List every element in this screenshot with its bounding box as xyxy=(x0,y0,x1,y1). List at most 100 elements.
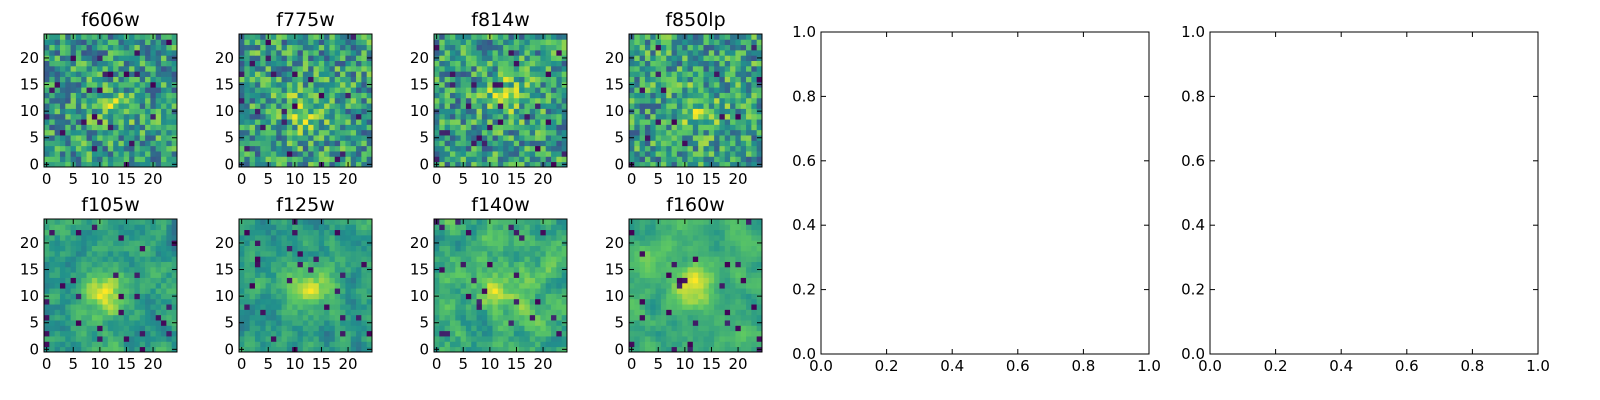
heatmap-cell xyxy=(503,44,509,51)
heatmap-cell xyxy=(329,277,336,284)
heatmap-cell xyxy=(545,71,552,77)
heatmap-cell xyxy=(107,135,114,141)
heatmap-cell xyxy=(444,277,451,284)
heatmap-cell xyxy=(551,81,557,88)
heatmap-cell xyxy=(44,256,50,262)
heatmap-cell xyxy=(671,34,678,40)
heatmap-cell xyxy=(361,320,368,326)
heatmap-cell xyxy=(254,298,261,305)
heatmap-cell xyxy=(145,119,151,125)
heatmap-cell xyxy=(366,60,373,67)
heatmap-cell xyxy=(487,151,493,157)
heatmap-cell xyxy=(519,81,525,88)
heatmap-cell xyxy=(286,108,293,115)
heatmap-cell xyxy=(671,161,678,168)
heatmap-cell xyxy=(313,330,320,337)
heatmap-cell xyxy=(313,288,320,294)
heatmap-cell xyxy=(97,60,103,67)
heatmap-cell xyxy=(513,145,520,152)
heatmap-cell xyxy=(86,129,93,136)
heatmap-cell xyxy=(313,119,320,125)
heatmap-cell xyxy=(519,76,525,83)
heatmap-cell xyxy=(529,229,536,236)
heatmap-cell xyxy=(455,92,461,99)
heatmap-cell xyxy=(503,92,509,99)
heatmap-cell xyxy=(545,346,552,353)
heatmap-cell xyxy=(476,261,483,268)
heatmap-cell xyxy=(139,293,146,300)
heatmap-cell xyxy=(650,346,656,353)
heatmap-cell xyxy=(254,49,261,56)
heatmap-cell xyxy=(513,87,520,93)
heatmap-cell xyxy=(719,282,726,289)
heatmap-cell xyxy=(529,119,536,125)
heatmap-cell xyxy=(91,256,98,262)
heatmap-cell xyxy=(286,119,293,125)
heatmap-cell xyxy=(751,140,758,147)
heatmap-cell xyxy=(481,250,488,257)
heatmap-cell xyxy=(340,346,346,353)
heatmap-cell xyxy=(139,250,146,257)
heatmap-cell xyxy=(239,250,245,257)
heatmap-cell xyxy=(687,282,694,289)
heatmap-cell xyxy=(366,49,373,56)
heatmap-cell xyxy=(460,234,467,241)
heatmap-cell xyxy=(161,325,167,332)
heatmap-cell xyxy=(561,60,568,67)
heatmap-cell xyxy=(81,60,87,67)
heatmap-cell xyxy=(102,320,109,326)
heatmap-cell xyxy=(676,277,683,284)
y-tick-label: 10 xyxy=(215,102,234,120)
heatmap-cell xyxy=(239,330,245,337)
heatmap-cell xyxy=(134,124,141,131)
heatmap-cell xyxy=(730,119,736,125)
heatmap-cell xyxy=(49,55,56,61)
heatmap-cell xyxy=(439,240,446,246)
heatmap-cell xyxy=(724,336,731,342)
heatmap-cell xyxy=(671,65,678,72)
heatmap-cell xyxy=(350,161,357,168)
heatmap-cell xyxy=(529,55,536,61)
heatmap-cell xyxy=(102,103,109,109)
heatmap-cell xyxy=(150,256,157,262)
heatmap-cell xyxy=(313,135,320,141)
heatmap-cell xyxy=(471,325,477,332)
heatmap-cell xyxy=(465,124,472,131)
heatmap-cell xyxy=(540,81,547,88)
heatmap-cell xyxy=(449,145,456,152)
heatmap-cell xyxy=(735,282,742,289)
heatmap-cell xyxy=(139,272,146,278)
heatmap-cell xyxy=(444,330,451,337)
heatmap-cell xyxy=(561,309,568,316)
heatmap-cell xyxy=(444,261,451,268)
x-tick-label: 20 xyxy=(534,170,553,188)
heatmap-cell xyxy=(361,330,368,337)
heatmap-cell xyxy=(134,224,141,231)
heatmap-cell xyxy=(487,135,493,141)
heatmap-cell xyxy=(719,325,726,332)
heatmap-cell xyxy=(444,320,451,326)
heatmap-cell xyxy=(361,272,368,278)
heatmap-cell xyxy=(687,119,694,125)
heatmap-cell xyxy=(714,341,720,348)
heatmap-cell xyxy=(150,103,157,109)
heatmap-cell xyxy=(345,336,352,342)
heatmap-cell xyxy=(497,92,504,99)
heatmap-cell xyxy=(524,304,531,310)
heatmap-cell xyxy=(634,341,641,348)
heatmap-cell xyxy=(735,293,742,300)
heatmap-cell xyxy=(54,81,61,88)
heatmap-cell xyxy=(123,113,130,120)
heatmap-cell xyxy=(561,76,568,83)
heatmap-cell xyxy=(460,229,467,236)
heatmap-cell xyxy=(145,39,151,46)
heatmap-cell xyxy=(308,156,314,163)
heatmap-cell xyxy=(313,293,320,300)
heatmap-cell xyxy=(297,161,304,168)
heatmap-cell xyxy=(551,304,557,310)
heatmap-cell xyxy=(350,55,357,61)
heatmap-cell xyxy=(650,309,656,316)
heatmap-cell xyxy=(329,266,336,273)
heatmap-cell xyxy=(439,229,446,236)
